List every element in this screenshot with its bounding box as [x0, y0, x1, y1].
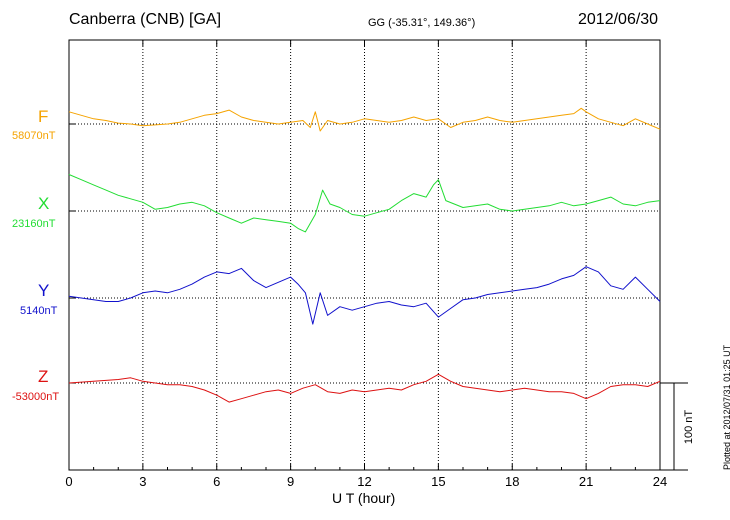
station-coordinates: GG (-35.31°, 149.36°)	[368, 17, 476, 29]
chart-title: Canberra (CNB) [GA]	[69, 11, 222, 28]
series-group	[68, 107, 661, 403]
series-line-z	[68, 373, 661, 403]
x-tick-label-15: 15	[431, 474, 445, 489]
channel-name-x: X	[38, 194, 50, 213]
x-tick-label-18: 18	[505, 474, 519, 489]
grid	[142, 40, 587, 470]
x-tick-label-0: 0	[65, 474, 72, 489]
x-axis-ticks: 0 3 6 9 12 15 18 21 24	[65, 40, 667, 489]
channel-baseline-x: 23160nT	[12, 218, 56, 230]
x-tick-label-24: 24	[653, 474, 667, 489]
x-axis-label: U T (hour)	[332, 490, 396, 506]
x-tick-label-21: 21	[579, 474, 593, 489]
series-line-f	[68, 107, 661, 132]
x-tick-label-9: 9	[287, 474, 294, 489]
channel-name-z: Z	[38, 367, 49, 386]
scale-bar: 100 nT	[660, 382, 695, 471]
channel-name-f: F	[38, 107, 49, 126]
series-line-y	[68, 266, 661, 325]
channel-baseline-z: -53000nT	[12, 391, 60, 403]
plot-frame	[68, 39, 661, 471]
series-line-x	[68, 174, 661, 233]
channel-baseline-f: 58070nT	[12, 130, 56, 142]
x-tick-label-3: 3	[139, 474, 146, 489]
chart-date: 2012/06/30	[578, 11, 659, 28]
scale-bar-label: 100 nT	[683, 410, 695, 445]
x-tick-label-12: 12	[357, 474, 371, 489]
x-tick-label-6: 6	[213, 474, 220, 489]
channel-name-y: Y	[38, 281, 50, 300]
channel-baseline-y: 5140nT	[20, 305, 58, 317]
